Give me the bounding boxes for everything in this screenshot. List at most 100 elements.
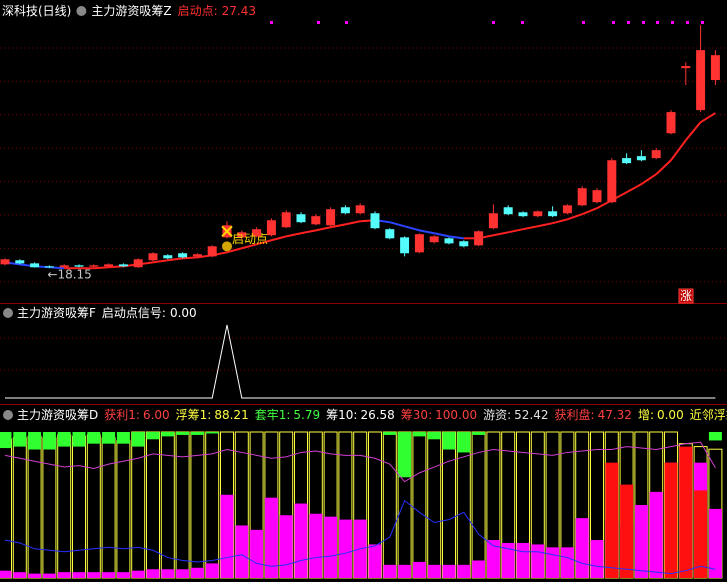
chip-bar <box>486 540 500 578</box>
chip-bar <box>694 490 708 578</box>
ma-line <box>152 259 168 264</box>
candle-body <box>148 253 158 261</box>
chip-bar <box>412 431 427 579</box>
signal-value: 27.43 <box>222 4 256 18</box>
candle-body <box>118 264 128 267</box>
candle-body <box>474 231 484 246</box>
chip-bar <box>72 572 86 578</box>
candle-body <box>0 259 10 265</box>
signal-line <box>5 324 716 399</box>
chip-bar <box>131 431 146 579</box>
chip-bar <box>72 435 86 579</box>
candle-body <box>296 214 306 223</box>
candle-body <box>518 212 528 217</box>
signal-dot <box>492 21 495 24</box>
candle-body <box>562 205 572 214</box>
menu-icon[interactable] <box>76 6 87 16</box>
candle-body <box>74 265 84 267</box>
candle-body <box>266 220 276 236</box>
chip-bar <box>649 491 663 578</box>
candle-body <box>163 255 173 259</box>
readout-name: 套牢1: <box>255 407 291 422</box>
ma-line <box>315 226 331 232</box>
chip-bar <box>13 572 27 578</box>
menu-icon[interactable] <box>3 410 13 420</box>
chip-bar <box>161 569 175 578</box>
ma-line <box>108 265 124 269</box>
chip-bar <box>605 462 619 578</box>
candle-body <box>444 238 454 244</box>
chip-bar <box>620 484 634 578</box>
candle-body <box>133 259 143 268</box>
ma-line <box>389 221 405 228</box>
chip-bar <box>338 519 352 578</box>
signal-label: 启动点信号: <box>102 306 166 320</box>
ma-line <box>345 220 361 226</box>
chip-bar <box>102 572 116 578</box>
signal-label: 启动点: <box>178 4 218 18</box>
candle-body <box>400 237 410 254</box>
chip-bar <box>86 434 101 579</box>
chip-bar <box>279 515 293 578</box>
candle-body <box>30 263 40 268</box>
chip-bar <box>457 432 471 453</box>
chip-bar <box>190 567 204 578</box>
chip-bar <box>575 518 589 578</box>
candle-body <box>237 232 247 238</box>
chip-bar <box>87 572 101 578</box>
chip-bar <box>161 432 175 437</box>
candle-body <box>651 150 661 159</box>
ma-line <box>404 225 420 232</box>
indicator-name: 主力游资吸筹Z <box>91 4 171 18</box>
panel2-header: 主力游资吸筹F 启动点信号: 0.00 <box>17 306 197 320</box>
ma-line <box>700 112 716 124</box>
candle-body <box>207 246 217 257</box>
signal-dot <box>671 21 674 24</box>
chip-bar <box>42 432 56 450</box>
candle-body <box>252 229 262 237</box>
ma-line <box>271 235 287 242</box>
chip-bar <box>160 431 175 579</box>
chip-bar <box>235 525 249 578</box>
candle-body <box>370 213 380 229</box>
candle-body <box>59 265 69 268</box>
chip-bar <box>72 432 86 447</box>
low-label: ←18.15 <box>47 268 91 282</box>
chip-bar <box>412 561 426 578</box>
readout-value: 88.21 <box>214 408 248 422</box>
chip-bar <box>42 437 57 579</box>
candle-body <box>178 253 188 258</box>
ma-line <box>537 222 553 228</box>
chip-bar <box>190 431 205 579</box>
ma-line <box>300 229 316 235</box>
ma-line <box>567 213 583 221</box>
chip-bar <box>42 573 56 578</box>
candle-body <box>192 254 202 257</box>
chip-bar <box>87 432 101 444</box>
indicator-name: 主力游资吸筹F <box>17 306 96 320</box>
chip-bar <box>634 505 648 578</box>
chip-bar <box>442 432 456 450</box>
ma-line <box>640 173 657 185</box>
chip-bar <box>679 446 693 578</box>
chip-bar <box>190 432 204 435</box>
chart-title: 深科技(日线) <box>2 4 71 18</box>
ma-line <box>493 231 509 237</box>
ma-line <box>433 232 450 238</box>
start-icon <box>222 241 232 252</box>
readout-name: 获利盘: <box>555 407 595 422</box>
ma-line <box>226 247 243 254</box>
chip-bar <box>324 516 338 578</box>
readout-value: 26.58 <box>360 408 394 422</box>
chip-bar <box>205 432 219 434</box>
chip-bar <box>0 432 12 449</box>
chip-bar <box>708 508 722 578</box>
chip-bar <box>457 564 471 578</box>
readout-name: 增: <box>638 408 654 422</box>
signal-dots <box>270 21 704 24</box>
candle-body <box>459 241 469 247</box>
menu-icon[interactable] <box>3 308 13 318</box>
readout-name: 游资: <box>483 408 511 422</box>
chip-bar <box>176 569 190 578</box>
